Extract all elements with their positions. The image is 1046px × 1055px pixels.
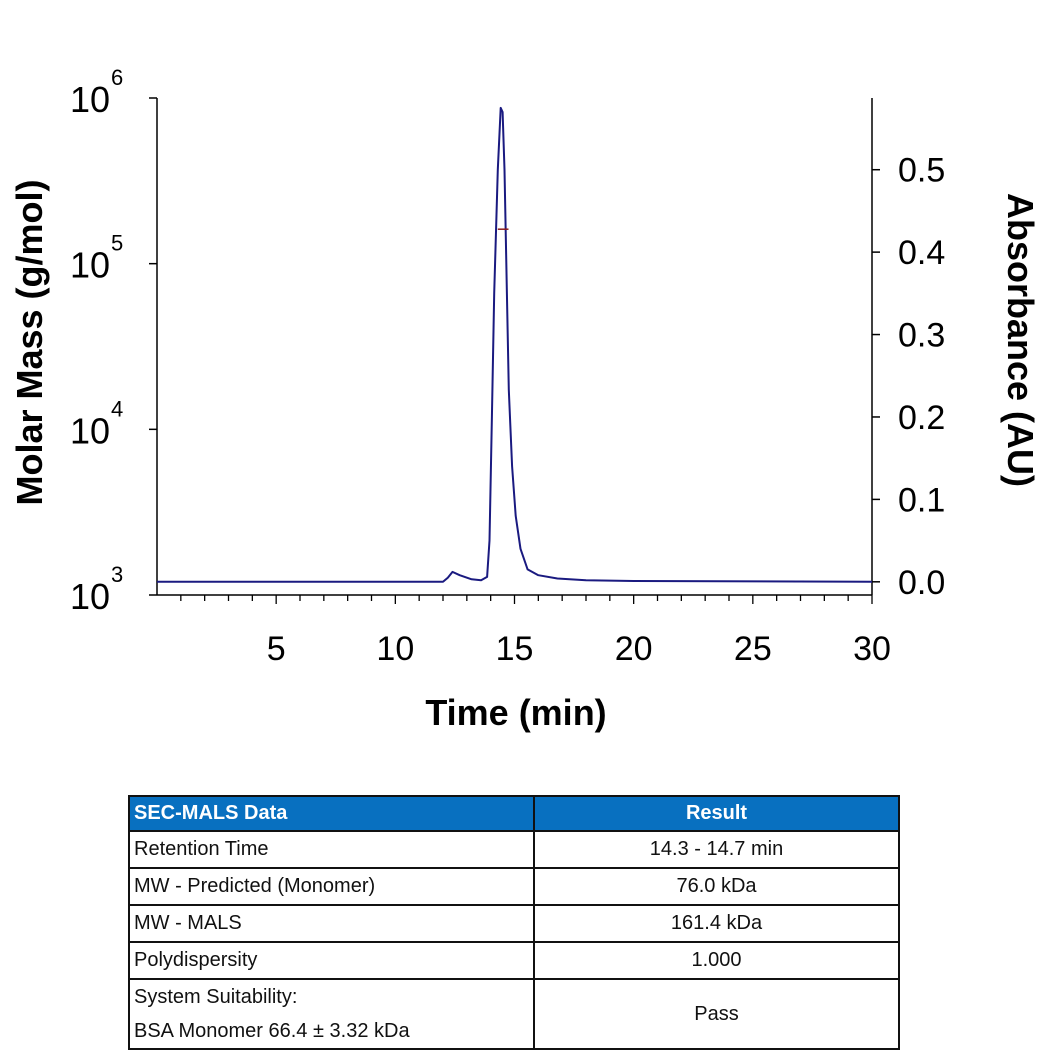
y-left-axis-label: Molar Mass (g/mol) [9, 179, 50, 505]
y-right-tick-label: 0.4 [898, 234, 945, 272]
x-tick-label: 10 [376, 630, 414, 668]
absorbance-series [157, 106, 873, 583]
y-right-tick-label: 0.1 [898, 481, 945, 519]
cell: 1.000 [533, 941, 900, 980]
x-tick-label: 15 [496, 630, 534, 668]
cell: 14.3 - 14.7 min [533, 830, 900, 869]
cell: Polydispersity [128, 941, 535, 980]
y-right-tick-label: 0.0 [898, 564, 945, 602]
y-left-tick-label: 10 [70, 245, 110, 286]
y-left-tick-exponent: 3 [111, 562, 123, 587]
y-right-axis-label: Absorbance (AU) [1000, 193, 1041, 487]
x-tick-label: 30 [853, 630, 891, 668]
x-tick-label: 25 [734, 630, 772, 668]
table-row: MW - Predicted (Monomer) 76.0 kDa [128, 867, 900, 906]
results-table: SEC-MALS Data Result Retention Time 14.3 … [128, 795, 900, 1050]
cell: 161.4 kDa [533, 904, 900, 943]
y-left-tick-label: 10 [70, 79, 110, 120]
cell-line: System Suitability: [134, 986, 298, 1008]
cell: MW - Predicted (Monomer) [128, 867, 535, 906]
y-left-tick-exponent: 4 [111, 396, 123, 421]
y-left-tick-label: 10 [70, 576, 110, 617]
cell: 76.0 kDa [533, 867, 900, 906]
y-left-tick-exponent: 5 [111, 231, 123, 256]
x-tick-label: 5 [267, 630, 286, 668]
table-row: MW - MALS 161.4 kDa [128, 904, 900, 943]
cell: Retention Time [128, 830, 535, 869]
header-cell: Result [533, 795, 900, 832]
chart: 5 10 15 20 25 301031041051060.00.10.20.30.40.… [9, 65, 1041, 733]
table-row: Retention Time 14.3 - 14.7 min [128, 830, 900, 869]
y-left-tick-exponent: 6 [111, 65, 123, 90]
y-right-tick-label: 0.3 [898, 317, 945, 355]
x-tick-label: 20 [615, 630, 653, 668]
y-right-tick-label: 0.5 [898, 152, 945, 190]
cell: System Suitability: BSA Monomer 66.4 ± 3.… [128, 978, 535, 1050]
x-axis-label: Time (min) [425, 692, 606, 733]
table-header: SEC-MALS Data Result [128, 795, 900, 832]
y-right-tick-label: 0.2 [898, 399, 945, 437]
table-row: Polydispersity 1.000 [128, 941, 900, 980]
cell-line: BSA Monomer 66.4 ± 3.32 kDa [134, 1020, 410, 1042]
cell: Pass [533, 978, 900, 1050]
y-left-tick-label: 10 [70, 410, 110, 451]
cell: MW - MALS [128, 904, 535, 943]
table-row: System Suitability: BSA Monomer 66.4 ± 3.… [128, 978, 900, 1050]
header-cell: SEC-MALS Data [128, 795, 535, 832]
